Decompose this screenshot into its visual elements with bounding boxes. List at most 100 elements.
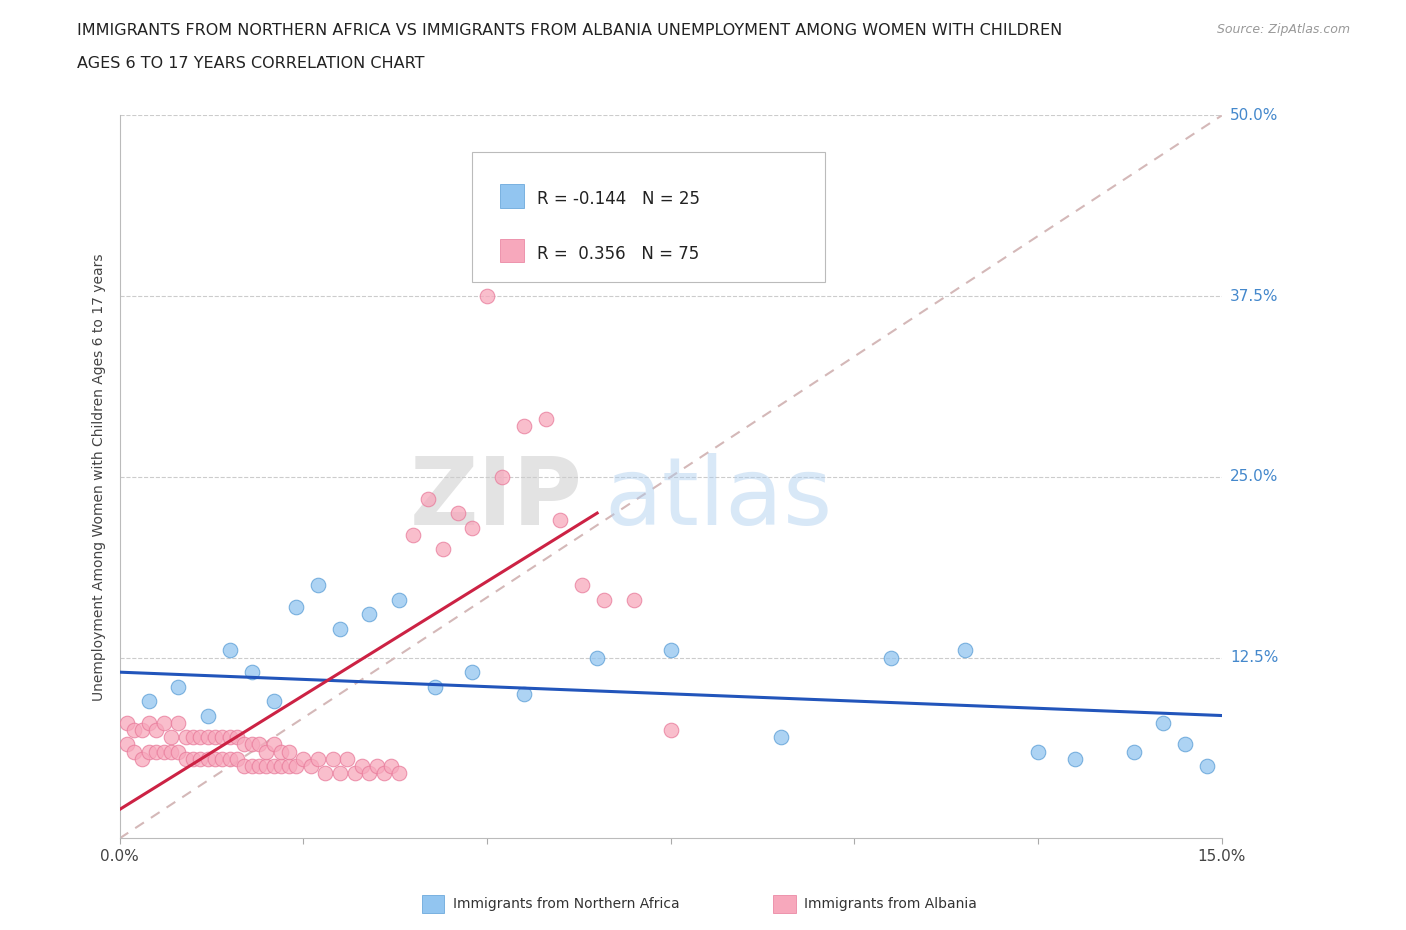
Text: Immigrants from Northern Africa: Immigrants from Northern Africa: [453, 897, 679, 911]
Point: [138, 744, 160, 759]
Point: [160, 730, 183, 745]
Point: [307, 751, 329, 766]
Point: [211, 751, 233, 766]
Point: [122, 723, 145, 737]
Point: [226, 751, 249, 766]
Point: [366, 759, 388, 774]
Text: Source: ZipAtlas.com: Source: ZipAtlas.com: [1216, 23, 1350, 36]
Point: [571, 578, 593, 592]
Point: [659, 723, 682, 737]
Point: [240, 665, 263, 680]
Point: [343, 766, 366, 781]
Point: [233, 737, 256, 751]
Point: [284, 759, 307, 774]
Point: [593, 592, 616, 607]
Text: 25.0%: 25.0%: [1230, 470, 1278, 485]
Point: [233, 759, 256, 774]
Point: [256, 759, 278, 774]
Point: [1122, 744, 1144, 759]
Point: [292, 751, 315, 766]
Point: [461, 665, 484, 680]
Point: [475, 289, 498, 304]
Text: IMMIGRANTS FROM NORTHERN AFRICA VS IMMIGRANTS FROM ALBANIA UNEMPLOYMENT AMONG WO: IMMIGRANTS FROM NORTHERN AFRICA VS IMMIG…: [77, 23, 1063, 38]
Point: [586, 650, 609, 665]
Point: [240, 737, 263, 751]
Point: [380, 759, 402, 774]
Point: [204, 730, 226, 745]
Point: [188, 730, 211, 745]
Point: [270, 759, 292, 774]
Point: [138, 715, 160, 730]
Point: [322, 751, 344, 766]
Point: [263, 694, 285, 709]
Point: [388, 766, 411, 781]
Point: [623, 592, 645, 607]
Point: [115, 737, 138, 751]
Point: [131, 751, 153, 766]
FancyBboxPatch shape: [499, 238, 524, 262]
Point: [550, 513, 572, 528]
Point: [284, 600, 307, 615]
Point: [145, 723, 167, 737]
Point: [418, 491, 440, 506]
Text: 12.5%: 12.5%: [1230, 650, 1278, 665]
Point: [512, 418, 534, 433]
FancyBboxPatch shape: [499, 184, 524, 208]
Point: [247, 759, 270, 774]
Point: [880, 650, 903, 665]
Text: atlas: atlas: [605, 453, 832, 545]
Text: R = -0.144   N = 25: R = -0.144 N = 25: [537, 191, 700, 208]
Point: [174, 730, 197, 745]
Text: 50.0%: 50.0%: [1230, 108, 1278, 123]
Point: [270, 744, 292, 759]
Point: [247, 737, 270, 751]
Point: [1152, 715, 1174, 730]
Point: [425, 679, 447, 694]
Point: [277, 759, 299, 774]
Point: [167, 679, 190, 694]
Text: AGES 6 TO 17 YEARS CORRELATION CHART: AGES 6 TO 17 YEARS CORRELATION CHART: [77, 56, 425, 71]
Y-axis label: Unemployment Among Women with Children Ages 6 to 17 years: Unemployment Among Women with Children A…: [93, 253, 107, 700]
Point: [1174, 737, 1197, 751]
Point: [197, 751, 219, 766]
Point: [769, 730, 792, 745]
Point: [491, 470, 513, 485]
Text: R =  0.356   N = 75: R = 0.356 N = 75: [537, 245, 700, 262]
Point: [329, 766, 352, 781]
Point: [204, 751, 226, 766]
Point: [197, 708, 219, 723]
Point: [1063, 751, 1085, 766]
Point: [307, 578, 329, 592]
Text: 37.5%: 37.5%: [1230, 288, 1278, 304]
Point: [218, 730, 240, 745]
Point: [446, 506, 468, 521]
Point: [314, 766, 336, 781]
Point: [432, 542, 454, 557]
Point: [115, 715, 138, 730]
Point: [402, 527, 425, 542]
Point: [359, 766, 381, 781]
Point: [953, 643, 976, 658]
Point: [263, 759, 285, 774]
Point: [1026, 744, 1049, 759]
Point: [138, 694, 160, 709]
Point: [145, 744, 167, 759]
Point: [174, 751, 197, 766]
Point: [659, 643, 682, 658]
Point: [226, 730, 249, 745]
Point: [167, 715, 190, 730]
Point: [218, 643, 240, 658]
Point: [240, 759, 263, 774]
Point: [336, 751, 359, 766]
Point: [188, 751, 211, 766]
Text: Immigrants from Albania: Immigrants from Albania: [804, 897, 977, 911]
Point: [1195, 759, 1218, 774]
FancyBboxPatch shape: [472, 152, 825, 282]
Point: [160, 744, 183, 759]
Point: [359, 607, 381, 622]
Point: [122, 744, 145, 759]
Point: [181, 730, 204, 745]
Point: [256, 744, 278, 759]
Point: [152, 715, 174, 730]
Point: [211, 730, 233, 745]
